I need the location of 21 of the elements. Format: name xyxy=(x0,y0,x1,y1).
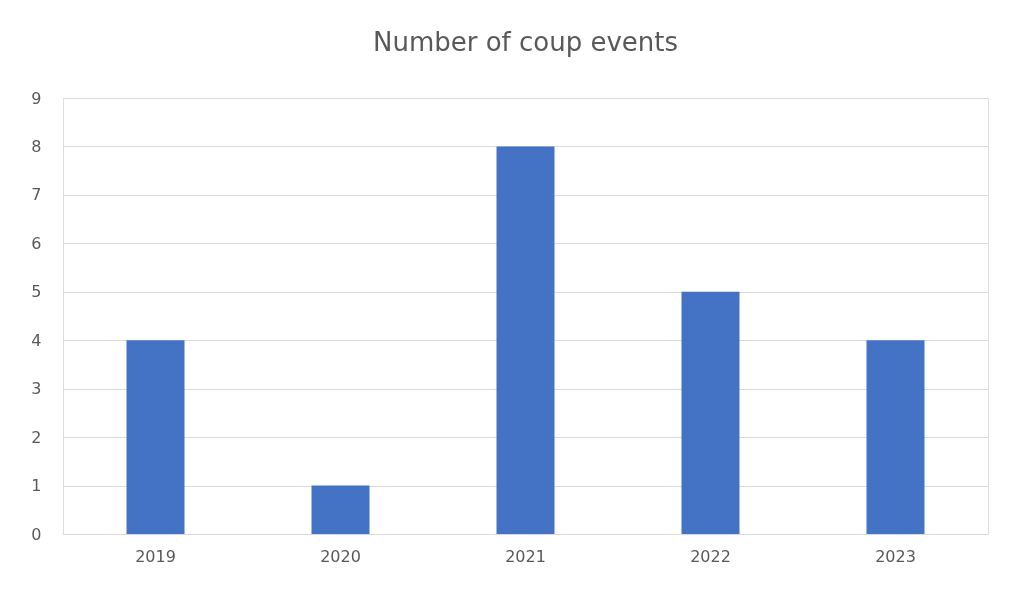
y-tick-label: 5 xyxy=(31,282,42,302)
x-tick-label: 2021 xyxy=(505,546,546,566)
y-tick-label: 9 xyxy=(31,88,42,108)
y-tick-label: 7 xyxy=(31,185,42,205)
x-tick-label: 2023 xyxy=(875,546,916,566)
y-tick-label: 0 xyxy=(31,524,42,544)
x-tick-label: 2020 xyxy=(320,546,361,566)
x-tick-label: 2019 xyxy=(135,546,176,566)
x-tick-label: 2022 xyxy=(690,546,731,566)
y-tick-label: 2 xyxy=(31,427,42,447)
chart-title: Number of coup events xyxy=(372,27,679,57)
y-tick-label: 3 xyxy=(31,379,42,399)
bar xyxy=(311,485,370,534)
y-tick-label: 8 xyxy=(31,136,42,156)
bar xyxy=(496,146,555,534)
y-tick-label: 4 xyxy=(31,330,42,350)
y-tick-label: 6 xyxy=(31,233,42,253)
bar xyxy=(126,340,185,534)
y-tick-label: 1 xyxy=(31,476,42,496)
bar xyxy=(681,291,740,534)
bar xyxy=(866,340,925,534)
